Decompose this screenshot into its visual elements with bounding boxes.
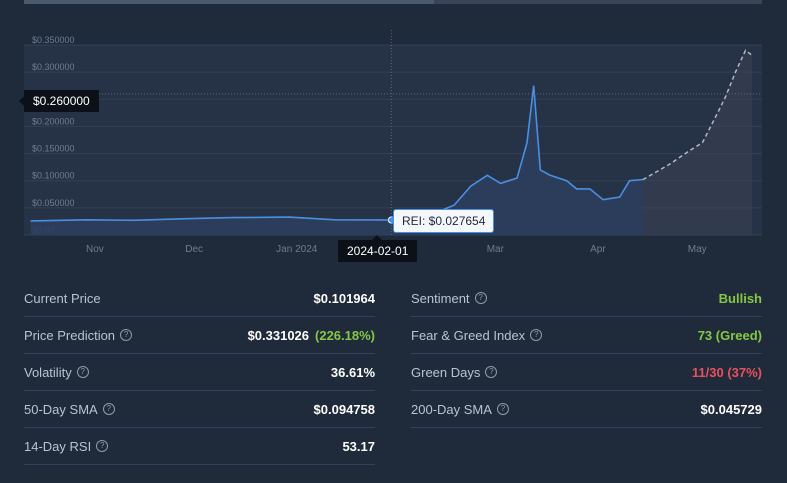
x-tick-label: Dec xyxy=(185,244,203,255)
stat-label-text: Price Prediction xyxy=(24,327,116,343)
prediction-percent: (226.18%) xyxy=(315,327,375,343)
stat-value: Bullish xyxy=(718,290,762,306)
stat-label: Current Price xyxy=(24,291,101,306)
price-chart[interactable]: $0.00$0.050000$0.100000$0.150000$0.20000… xyxy=(0,0,787,270)
price-area-fill xyxy=(30,85,643,235)
help-icon[interactable]: ? xyxy=(102,403,115,415)
stat-row-price-prediction: Price Prediction? $0.331026 (226.18%) xyxy=(24,317,375,354)
stat-label-text: Volatility xyxy=(24,364,72,380)
range-selector-thumb[interactable] xyxy=(24,0,434,4)
stat-label: Price Prediction? xyxy=(24,327,133,343)
help-icon[interactable]: ? xyxy=(485,366,498,378)
stat-label-text: Green Days xyxy=(411,364,481,380)
stat-value: 53.17 xyxy=(342,438,375,454)
stat-label: Fear & Greed Index? xyxy=(411,327,543,343)
help-icon[interactable]: ? xyxy=(76,366,89,378)
stat-row-volatility: Volatility? 36.61% xyxy=(24,354,375,391)
help-icon[interactable]: ? xyxy=(530,329,543,341)
stat-value: $0.094758 xyxy=(313,401,375,417)
help-icon[interactable]: ? xyxy=(496,403,509,415)
stat-label: Volatility? xyxy=(24,365,89,380)
x-tick-label: Jan 2024 xyxy=(276,244,318,255)
x-tick-label: May xyxy=(688,244,707,255)
stat-label: Green Days? xyxy=(411,364,498,380)
x-tick-label: Nov xyxy=(86,244,104,255)
y-tick-label: $0.350000 xyxy=(32,35,75,45)
stat-value: $0.331026 xyxy=(247,327,310,343)
stat-value: 36.61% xyxy=(330,364,375,380)
help-icon[interactable]: ? xyxy=(96,440,109,452)
stat-label: 14-Day RSI? xyxy=(24,438,109,454)
prediction-area-fill xyxy=(642,50,753,236)
stat-value: $0.045729 xyxy=(700,401,762,417)
y-tick-label: $0.300000 xyxy=(32,62,75,72)
y-tick-label: $0.100000 xyxy=(32,171,75,181)
y-tick-label: $0.200000 xyxy=(32,116,75,126)
stat-value: $0.101964 xyxy=(313,290,375,306)
x-tick-label: Apr xyxy=(590,244,606,255)
crosshair-price-label: $0.260000 xyxy=(19,90,99,112)
rei-price-tooltip: REI: $0.027654 xyxy=(387,209,495,233)
help-icon[interactable]: ? xyxy=(120,329,133,341)
stat-label-text: 50-Day SMA xyxy=(24,401,98,417)
stat-value: 11/30 (37%) xyxy=(691,364,762,380)
crosshair-date-label: 2024-02-01 xyxy=(338,235,418,262)
stat-label: 200-Day SMA? xyxy=(411,402,509,417)
stat-label-text: Current Price xyxy=(24,290,101,306)
stat-value: 73 (Greed) xyxy=(697,327,762,343)
chart-range-scrollbar[interactable] xyxy=(24,0,762,4)
x-tick-label: Mar xyxy=(487,244,505,255)
stat-row-green-days: Green Days? 11/30 (37%) xyxy=(411,354,762,391)
stat-label-text: 14-Day RSI xyxy=(24,438,92,454)
chart-series xyxy=(30,49,753,236)
prediction-line-series xyxy=(642,49,753,181)
stat-label: 50-Day SMA? xyxy=(24,402,115,417)
stat-label-text: 200-Day SMA xyxy=(411,401,492,417)
y-tick-label: $0.150000 xyxy=(32,144,75,154)
stat-row-fear-greed: Fear & Greed Index? 73 (Greed) xyxy=(411,317,762,354)
price-line-series xyxy=(30,85,643,222)
help-icon[interactable]: ? xyxy=(474,292,487,304)
stat-row-current-price: Current Price $0.101964 xyxy=(24,280,375,317)
stats-right-column: Sentiment? Bullish Fear & Greed Index? 7… xyxy=(411,280,762,428)
stat-row-14-day-rsi: 14-Day RSI? 53.17 xyxy=(24,428,375,465)
y-tick-label: $0.050000 xyxy=(32,198,75,208)
stat-value-group: $0.331026 (226.18%) xyxy=(248,328,375,343)
stat-label-text: Fear & Greed Index xyxy=(411,327,526,343)
stats-left-column: Current Price $0.101964 Price Prediction… xyxy=(24,280,375,465)
stat-row-sentiment: Sentiment? Bullish xyxy=(411,280,762,317)
stat-row-50-day-sma: 50-Day SMA? $0.094758 xyxy=(24,391,375,428)
stat-label: Sentiment? xyxy=(411,291,487,306)
stat-label-text: Sentiment xyxy=(411,290,470,306)
stat-row-200-day-sma: 200-Day SMA? $0.045729 xyxy=(411,391,762,428)
